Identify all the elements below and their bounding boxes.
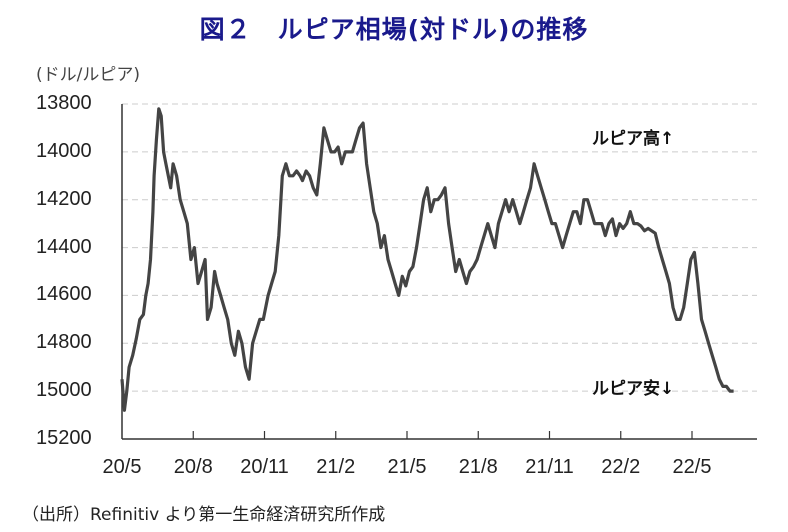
source-note: （出所）Refinitiv より第一生命経済研究所作成 [22, 505, 386, 525]
y-tick-label: 14000 [36, 139, 92, 162]
x-axis-tick-marks [192, 431, 693, 439]
y-tick-label: 14600 [36, 283, 92, 306]
y-tick-label: 13800 [36, 92, 92, 114]
x-tick-label: 21/2 [316, 456, 356, 478]
x-tick-label: 21/11 [525, 456, 574, 478]
y-tick-label: 14400 [36, 235, 92, 258]
y-tick-label: 14200 [36, 187, 92, 210]
y-tick-label: 15200 [36, 427, 92, 449]
y-axis-unit-label: (ドル/ルピア) [36, 65, 140, 85]
annotation-rupiah-high: ルピア高↑ [592, 129, 675, 149]
chart-title: 図２ ルピア相場(対ドル)の推移 [199, 15, 589, 44]
y-tick-label: 15000 [36, 379, 92, 402]
x-tick-label: 20/11 [240, 456, 289, 478]
x-tick-label: 22/5 [672, 456, 712, 478]
y-tick-label: 14800 [36, 331, 92, 354]
x-tick-label: 20/5 [102, 456, 142, 478]
x-tick-label: 21/5 [387, 456, 427, 478]
x-tick-label: 21/8 [458, 456, 498, 478]
annotation-rupiah-low: ルピア安↓ [592, 379, 675, 399]
rupiah-rate-line [120, 107, 734, 412]
x-tick-label: 20/8 [173, 456, 213, 478]
x-tick-label: 22/2 [601, 456, 641, 478]
gridlines [122, 103, 757, 392]
